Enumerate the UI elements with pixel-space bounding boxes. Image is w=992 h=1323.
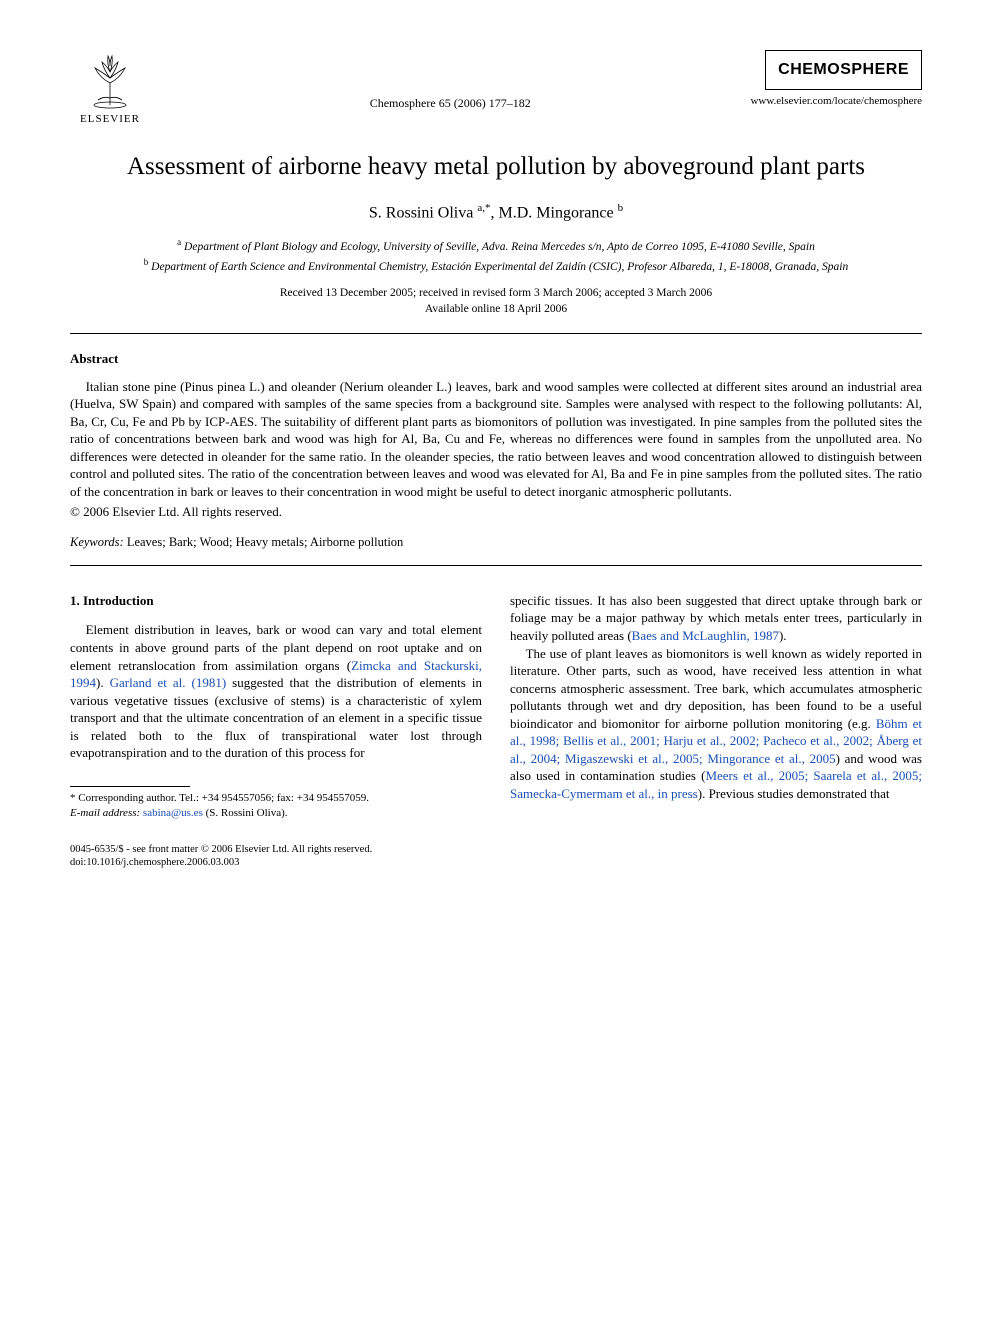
intro-para-1: Element distribution in leaves, bark or … xyxy=(70,621,482,761)
keywords-label: Keywords: xyxy=(70,535,124,549)
footer-block: 0045-6535/$ - see front matter © 2006 El… xyxy=(70,843,482,870)
article-dates: Received 13 December 2005; received in r… xyxy=(70,285,922,317)
author-2-affil: b xyxy=(618,202,624,214)
elsevier-tree-icon xyxy=(80,50,140,110)
footnote-contact: * Corresponding author. Tel.: +34 954557… xyxy=(70,791,482,806)
intro-para-1-cont: specific tissues. It has also been sugge… xyxy=(510,592,922,645)
doi-line: doi:10.1016/j.chemosphere.2006.03.003 xyxy=(70,856,482,870)
paper-header: ELSEVIER Chemosphere 65 (2006) 177–182 C… xyxy=(70,50,922,127)
publisher-name: ELSEVIER xyxy=(80,112,140,127)
keywords-text: Leaves; Bark; Wood; Heavy metals; Airbor… xyxy=(127,535,403,549)
online-line: Available online 18 April 2006 xyxy=(70,301,922,317)
citation-garland[interactable]: Garland et al. (1981) xyxy=(110,675,227,690)
abstract-copyright: © 2006 Elsevier Ltd. All rights reserved… xyxy=(70,503,922,521)
abstract-section: Abstract Italian stone pine (Pinus pinea… xyxy=(70,350,922,520)
footnote-email-suffix: (S. Rossini Oliva). xyxy=(206,807,288,819)
affiliation-a: Department of Plant Biology and Ecology,… xyxy=(184,241,815,253)
received-line: Received 13 December 2005; received in r… xyxy=(70,285,922,301)
affiliation-b: Department of Earth Science and Environm… xyxy=(151,260,848,272)
citation-line: Chemosphere 65 (2006) 177–182 xyxy=(150,50,750,111)
divider-bottom xyxy=(70,565,922,566)
abstract-text: Italian stone pine (Pinus pinea L.) and … xyxy=(70,378,922,501)
journal-name-frame: CHEMOSPHERE xyxy=(765,50,922,90)
column-left: 1. Introduction Element distribution in … xyxy=(70,592,482,870)
footnote-rule xyxy=(70,786,190,787)
authors-list: S. Rossini Oliva a,*, M.D. Mingorance b xyxy=(70,201,922,224)
author-1: S. Rossini Oliva xyxy=(369,205,477,222)
section-1-heading: 1. Introduction xyxy=(70,592,482,610)
journal-url[interactable]: www.elsevier.com/locate/chemosphere xyxy=(750,94,922,109)
divider-top xyxy=(70,333,922,334)
author-2: M.D. Mingorance xyxy=(499,205,618,222)
body-columns: 1. Introduction Element distribution in … xyxy=(70,592,922,870)
footnote-email-label: E-mail address: xyxy=(70,807,140,819)
footnote-email-link[interactable]: sabina@us.es xyxy=(143,807,203,819)
paper-title: Assessment of airborne heavy metal pollu… xyxy=(110,151,882,184)
affiliations: a Department of Plant Biology and Ecolog… xyxy=(130,236,862,275)
front-matter-line: 0045-6535/$ - see front matter © 2006 El… xyxy=(70,843,482,857)
abstract-heading: Abstract xyxy=(70,350,922,368)
citation-baes[interactable]: Baes and McLaughlin, 1987 xyxy=(632,628,779,643)
publisher-logo: ELSEVIER xyxy=(70,50,150,127)
journal-name: CHEMOSPHERE xyxy=(778,61,909,78)
intro-para-2: The use of plant leaves as biomonitors i… xyxy=(510,645,922,803)
column-right: specific tissues. It has also been sugge… xyxy=(510,592,922,870)
keywords-line: Keywords: Leaves; Bark; Wood; Heavy meta… xyxy=(70,534,922,551)
journal-brand-box: CHEMOSPHERE www.elsevier.com/locate/chem… xyxy=(750,50,922,108)
author-1-affil: a,* xyxy=(477,202,490,214)
corresponding-author-footnote: * Corresponding author. Tel.: +34 954557… xyxy=(70,791,482,821)
